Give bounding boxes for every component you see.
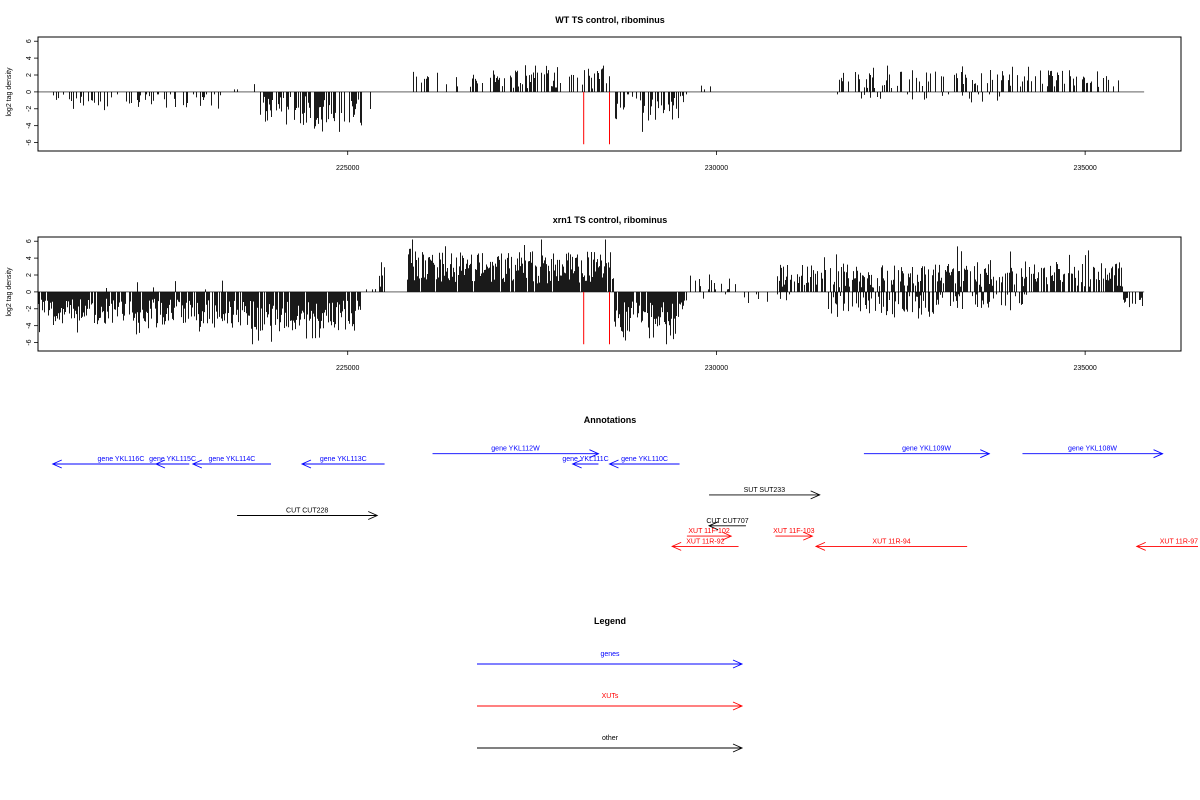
annotation-feature: CUT CUT707: [706, 518, 749, 531]
legend: Legend genes XUTs other: [477, 616, 744, 753]
feature-label: gene YKL116C: [98, 456, 145, 463]
feature-label: gene YKL111C: [562, 456, 608, 463]
feature-label: XUT 11R-92: [686, 538, 724, 545]
annotation-feature: XUT 11F-102: [686, 528, 733, 541]
y-tick-label: -4: [26, 322, 33, 328]
annotation-features: gene YKL116C gene YKL115C gene YKL114C gene…: [51, 446, 1198, 551]
feature-arrowhead: [814, 541, 826, 551]
annotation-feature: SUT SUT233: [709, 487, 821, 500]
wt-bars: [38, 65, 1145, 145]
x-tick-label: 230000: [705, 365, 728, 372]
feature-arrowhead: [191, 459, 203, 469]
legend-item: genes: [477, 651, 744, 669]
annotations-track: Annotations gene YKL116C gene YKL115C gene…: [51, 415, 1198, 551]
xrn1-y-axis-label: log2 tag density: [6, 267, 13, 317]
feature-label: XUT 11F-102: [688, 528, 729, 535]
feature-arrowhead: [589, 449, 600, 459]
xrn1-bars: [38, 239, 1145, 345]
feature-arrowhead: [980, 449, 991, 459]
y-tick-label: 0: [26, 90, 33, 94]
wt-y-axis-label: log2 tag density: [6, 67, 13, 117]
feature-arrowhead: [1135, 541, 1146, 551]
wt-panel: WT TS control, ribominus log2 tag densit…: [6, 15, 1182, 172]
annotation-feature: XUT 11R-92: [671, 538, 739, 551]
feature-arrowhead: [803, 531, 814, 541]
feature-arrowhead: [732, 659, 744, 669]
annotations-title: Annotations: [584, 415, 637, 425]
annotation-feature: XUT 11R-94: [814, 538, 968, 551]
legend-label: XUTs: [602, 693, 619, 700]
y-tick-label: -2: [26, 306, 33, 312]
x-tick-label: 225000: [336, 165, 359, 172]
legend-item: other: [477, 735, 744, 753]
y-tick-label: -6: [26, 339, 33, 345]
y-tick-label: 4: [26, 256, 33, 260]
annotation-feature: XUT 11R-97: [1135, 538, 1198, 551]
feature-label: gene YKL115C: [149, 456, 196, 463]
feature-label: XUT 11F-103: [773, 528, 814, 535]
legend-title: Legend: [594, 616, 626, 626]
y-tick-label: 0: [26, 290, 33, 294]
wt-panel-title: WT TS control, ribominus: [555, 15, 665, 25]
annotation-feature: gene YKL115C: [149, 456, 196, 469]
y-tick-label: 2: [26, 273, 33, 277]
feature-label: gene YKL108W: [1068, 446, 1117, 453]
feature-label: XUT 11R-94: [872, 538, 910, 545]
feature-arrowhead: [51, 459, 62, 469]
feature-arrowhead: [1153, 449, 1164, 459]
y-tick-label: -2: [26, 106, 33, 112]
x-tick-label: 235000: [1073, 165, 1096, 172]
x-tick-label: 230000: [705, 165, 728, 172]
feature-label: CUT CUT707: [706, 518, 748, 525]
xrn1-plot-frame: [37, 236, 1182, 352]
annotation-feature: CUT CUT228: [237, 508, 379, 520]
annotation-feature: gene YKL114C: [191, 456, 272, 469]
feature-label: SUT SUT233: [744, 487, 786, 494]
feature-label: gene YKL114C: [209, 456, 256, 463]
feature-label: CUT CUT228: [286, 508, 328, 515]
legend-label: genes: [600, 651, 620, 658]
feature-label: XUT 11R-97: [1160, 538, 1198, 545]
y-tick-label: 6: [26, 39, 33, 43]
annotation-feature: gene YKL108W: [1022, 446, 1164, 459]
xrn1-panel: xrn1 TS control, ribominus log2 tag dens…: [6, 215, 1182, 372]
xrn1-panel-title: xrn1 TS control, ribominus: [553, 215, 668, 225]
y-tick-label: 2: [26, 73, 33, 77]
feature-arrowhead: [368, 511, 379, 520]
y-tick-label: -6: [26, 139, 33, 145]
feature-arrowhead: [732, 701, 744, 711]
x-tick-label: 225000: [336, 365, 359, 372]
y-tick-label: -4: [26, 122, 33, 128]
annotation-feature: XUT 11F-103: [773, 528, 815, 541]
feature-arrowhead: [154, 459, 166, 469]
y-tick-label: 6: [26, 239, 33, 243]
feature-arrowhead: [732, 743, 744, 753]
x-tick-label: 235000: [1073, 365, 1096, 372]
feature-arrowhead: [671, 541, 682, 551]
y-tick-label: 4: [26, 56, 33, 60]
wt-plot-frame: [37, 36, 1182, 152]
legend-items: genes XUTs other: [477, 651, 744, 753]
feature-arrowhead: [721, 531, 733, 541]
feature-label: gene YKL110C: [621, 456, 668, 463]
annotation-feature: gene YKL111C: [562, 456, 609, 469]
feature-arrowhead: [571, 459, 582, 469]
feature-arrowhead: [810, 490, 821, 500]
legend-label: other: [602, 735, 619, 742]
annotation-feature: gene YKL112W: [432, 446, 600, 459]
annotation-feature: gene YKL113C: [300, 456, 385, 469]
feature-label: gene YKL113C: [320, 456, 367, 463]
legend-item: XUTs: [477, 693, 744, 711]
feature-label: gene YKL112W: [491, 446, 540, 453]
feature-arrowhead: [707, 521, 719, 531]
annotation-feature: gene YKL109W: [863, 446, 991, 459]
xrn1-ticks: -6 -4 -2 0 2 4 6 225000 230000 235000: [26, 239, 1097, 372]
feature-arrowhead: [300, 459, 312, 469]
wt-ticks: -6 -4 -2 0 2 4 6 225000 230000 235000: [26, 39, 1097, 172]
feature-arrowhead: [608, 459, 619, 469]
feature-label: gene YKL109W: [902, 446, 951, 453]
annotation-feature: gene YKL110C: [608, 456, 680, 469]
